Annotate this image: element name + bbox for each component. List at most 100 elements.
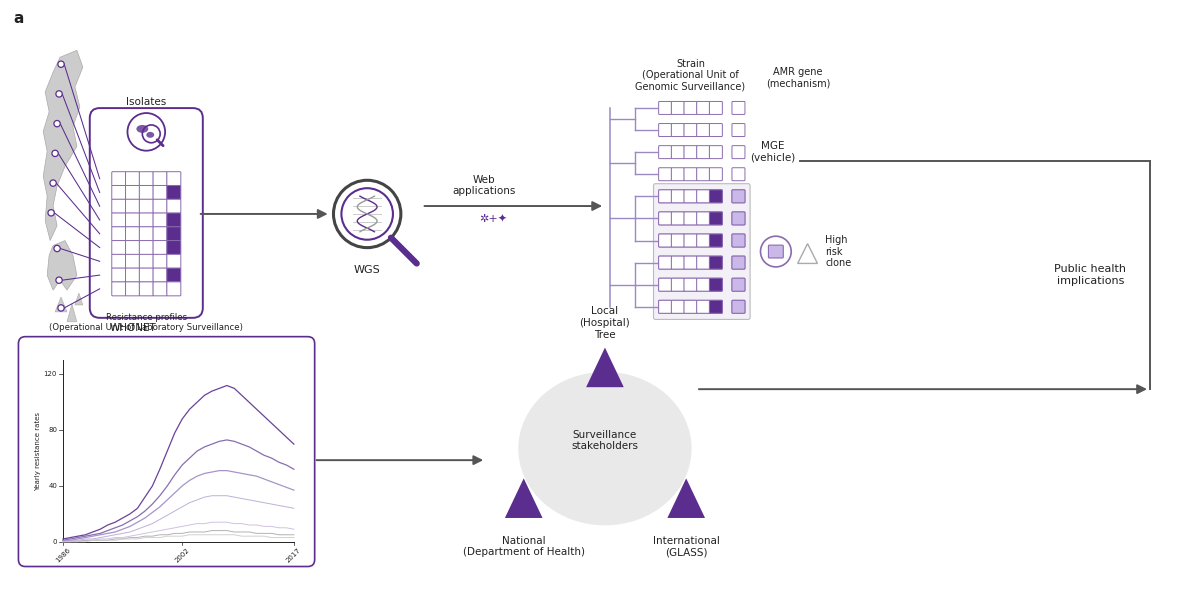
FancyBboxPatch shape — [697, 190, 709, 203]
FancyBboxPatch shape — [112, 268, 126, 282]
FancyBboxPatch shape — [154, 213, 167, 227]
FancyBboxPatch shape — [139, 199, 154, 213]
Text: Strain
(Operational Unit of
Genomic Surveillance): Strain (Operational Unit of Genomic Surv… — [636, 59, 745, 92]
FancyBboxPatch shape — [697, 256, 709, 269]
Circle shape — [52, 150, 59, 157]
FancyBboxPatch shape — [659, 212, 672, 225]
Circle shape — [58, 305, 65, 311]
Text: National
(Department of Health): National (Department of Health) — [463, 536, 584, 557]
Circle shape — [58, 61, 65, 67]
FancyBboxPatch shape — [709, 234, 722, 247]
FancyBboxPatch shape — [167, 199, 181, 213]
Text: ✲+✦: ✲+✦ — [480, 214, 508, 224]
FancyBboxPatch shape — [697, 256, 709, 269]
FancyBboxPatch shape — [684, 300, 697, 313]
FancyBboxPatch shape — [167, 213, 181, 227]
Polygon shape — [74, 293, 83, 305]
FancyBboxPatch shape — [709, 256, 722, 269]
FancyBboxPatch shape — [167, 268, 181, 282]
FancyBboxPatch shape — [732, 168, 745, 181]
Polygon shape — [667, 478, 706, 518]
FancyBboxPatch shape — [684, 278, 697, 291]
FancyBboxPatch shape — [732, 190, 745, 203]
FancyBboxPatch shape — [112, 213, 126, 227]
FancyBboxPatch shape — [732, 300, 745, 313]
FancyBboxPatch shape — [697, 168, 709, 181]
FancyBboxPatch shape — [697, 124, 709, 137]
FancyBboxPatch shape — [671, 234, 684, 247]
FancyBboxPatch shape — [697, 101, 709, 115]
FancyBboxPatch shape — [709, 212, 722, 225]
Text: 120: 120 — [43, 371, 58, 377]
Text: 80: 80 — [48, 427, 58, 433]
FancyBboxPatch shape — [709, 190, 722, 203]
Circle shape — [127, 113, 166, 151]
Text: 1986: 1986 — [54, 547, 72, 563]
FancyBboxPatch shape — [659, 234, 672, 247]
FancyBboxPatch shape — [18, 337, 314, 566]
FancyBboxPatch shape — [126, 282, 139, 296]
FancyBboxPatch shape — [684, 190, 697, 203]
FancyBboxPatch shape — [732, 146, 745, 158]
FancyBboxPatch shape — [684, 278, 697, 291]
FancyBboxPatch shape — [732, 256, 745, 269]
FancyBboxPatch shape — [709, 190, 722, 203]
FancyBboxPatch shape — [697, 212, 709, 225]
FancyBboxPatch shape — [167, 241, 181, 254]
FancyBboxPatch shape — [684, 234, 697, 247]
FancyBboxPatch shape — [139, 241, 154, 254]
Circle shape — [50, 180, 56, 186]
FancyBboxPatch shape — [684, 212, 697, 225]
FancyBboxPatch shape — [126, 268, 139, 282]
FancyBboxPatch shape — [139, 185, 154, 199]
FancyBboxPatch shape — [126, 199, 139, 213]
Text: WHONET: WHONET — [109, 323, 156, 333]
FancyBboxPatch shape — [659, 146, 672, 158]
FancyBboxPatch shape — [671, 256, 684, 269]
Text: a: a — [13, 11, 24, 26]
FancyBboxPatch shape — [671, 168, 684, 181]
Ellipse shape — [146, 132, 155, 138]
FancyBboxPatch shape — [139, 282, 154, 296]
Text: 40: 40 — [48, 483, 58, 489]
Polygon shape — [67, 304, 77, 322]
FancyBboxPatch shape — [732, 278, 745, 291]
FancyBboxPatch shape — [732, 234, 745, 247]
Polygon shape — [47, 241, 77, 290]
FancyBboxPatch shape — [139, 172, 154, 185]
FancyBboxPatch shape — [126, 227, 139, 241]
FancyBboxPatch shape — [709, 278, 722, 291]
Circle shape — [56, 277, 62, 283]
FancyBboxPatch shape — [671, 190, 684, 203]
Text: MGE
(vehicle): MGE (vehicle) — [750, 142, 796, 163]
Text: Resistance profiles
(Operational Unit of Laboratory Surveillance): Resistance profiles (Operational Unit of… — [49, 313, 244, 332]
Text: Tree: Tree — [594, 330, 616, 340]
FancyBboxPatch shape — [154, 199, 167, 213]
Text: Web
applications: Web applications — [452, 175, 515, 196]
Polygon shape — [505, 478, 542, 518]
FancyBboxPatch shape — [167, 185, 181, 199]
FancyBboxPatch shape — [697, 278, 709, 291]
FancyBboxPatch shape — [139, 268, 154, 282]
FancyBboxPatch shape — [697, 212, 709, 225]
Text: Local
(Hospital): Local (Hospital) — [580, 306, 630, 328]
Text: High
risk
clone: High risk clone — [826, 235, 852, 268]
Text: International
(GLASS): International (GLASS) — [653, 536, 720, 557]
FancyBboxPatch shape — [659, 278, 672, 291]
FancyBboxPatch shape — [112, 185, 126, 199]
FancyBboxPatch shape — [671, 101, 684, 115]
FancyBboxPatch shape — [732, 212, 745, 225]
FancyBboxPatch shape — [659, 101, 672, 115]
FancyBboxPatch shape — [154, 254, 167, 268]
FancyBboxPatch shape — [126, 241, 139, 254]
Text: Isolates: Isolates — [126, 97, 167, 107]
FancyBboxPatch shape — [167, 172, 181, 185]
Circle shape — [334, 180, 401, 248]
FancyBboxPatch shape — [671, 256, 684, 269]
FancyBboxPatch shape — [684, 234, 697, 247]
FancyBboxPatch shape — [732, 278, 745, 291]
FancyBboxPatch shape — [126, 254, 139, 268]
FancyBboxPatch shape — [709, 234, 722, 247]
Circle shape — [761, 236, 791, 267]
FancyBboxPatch shape — [671, 212, 684, 225]
